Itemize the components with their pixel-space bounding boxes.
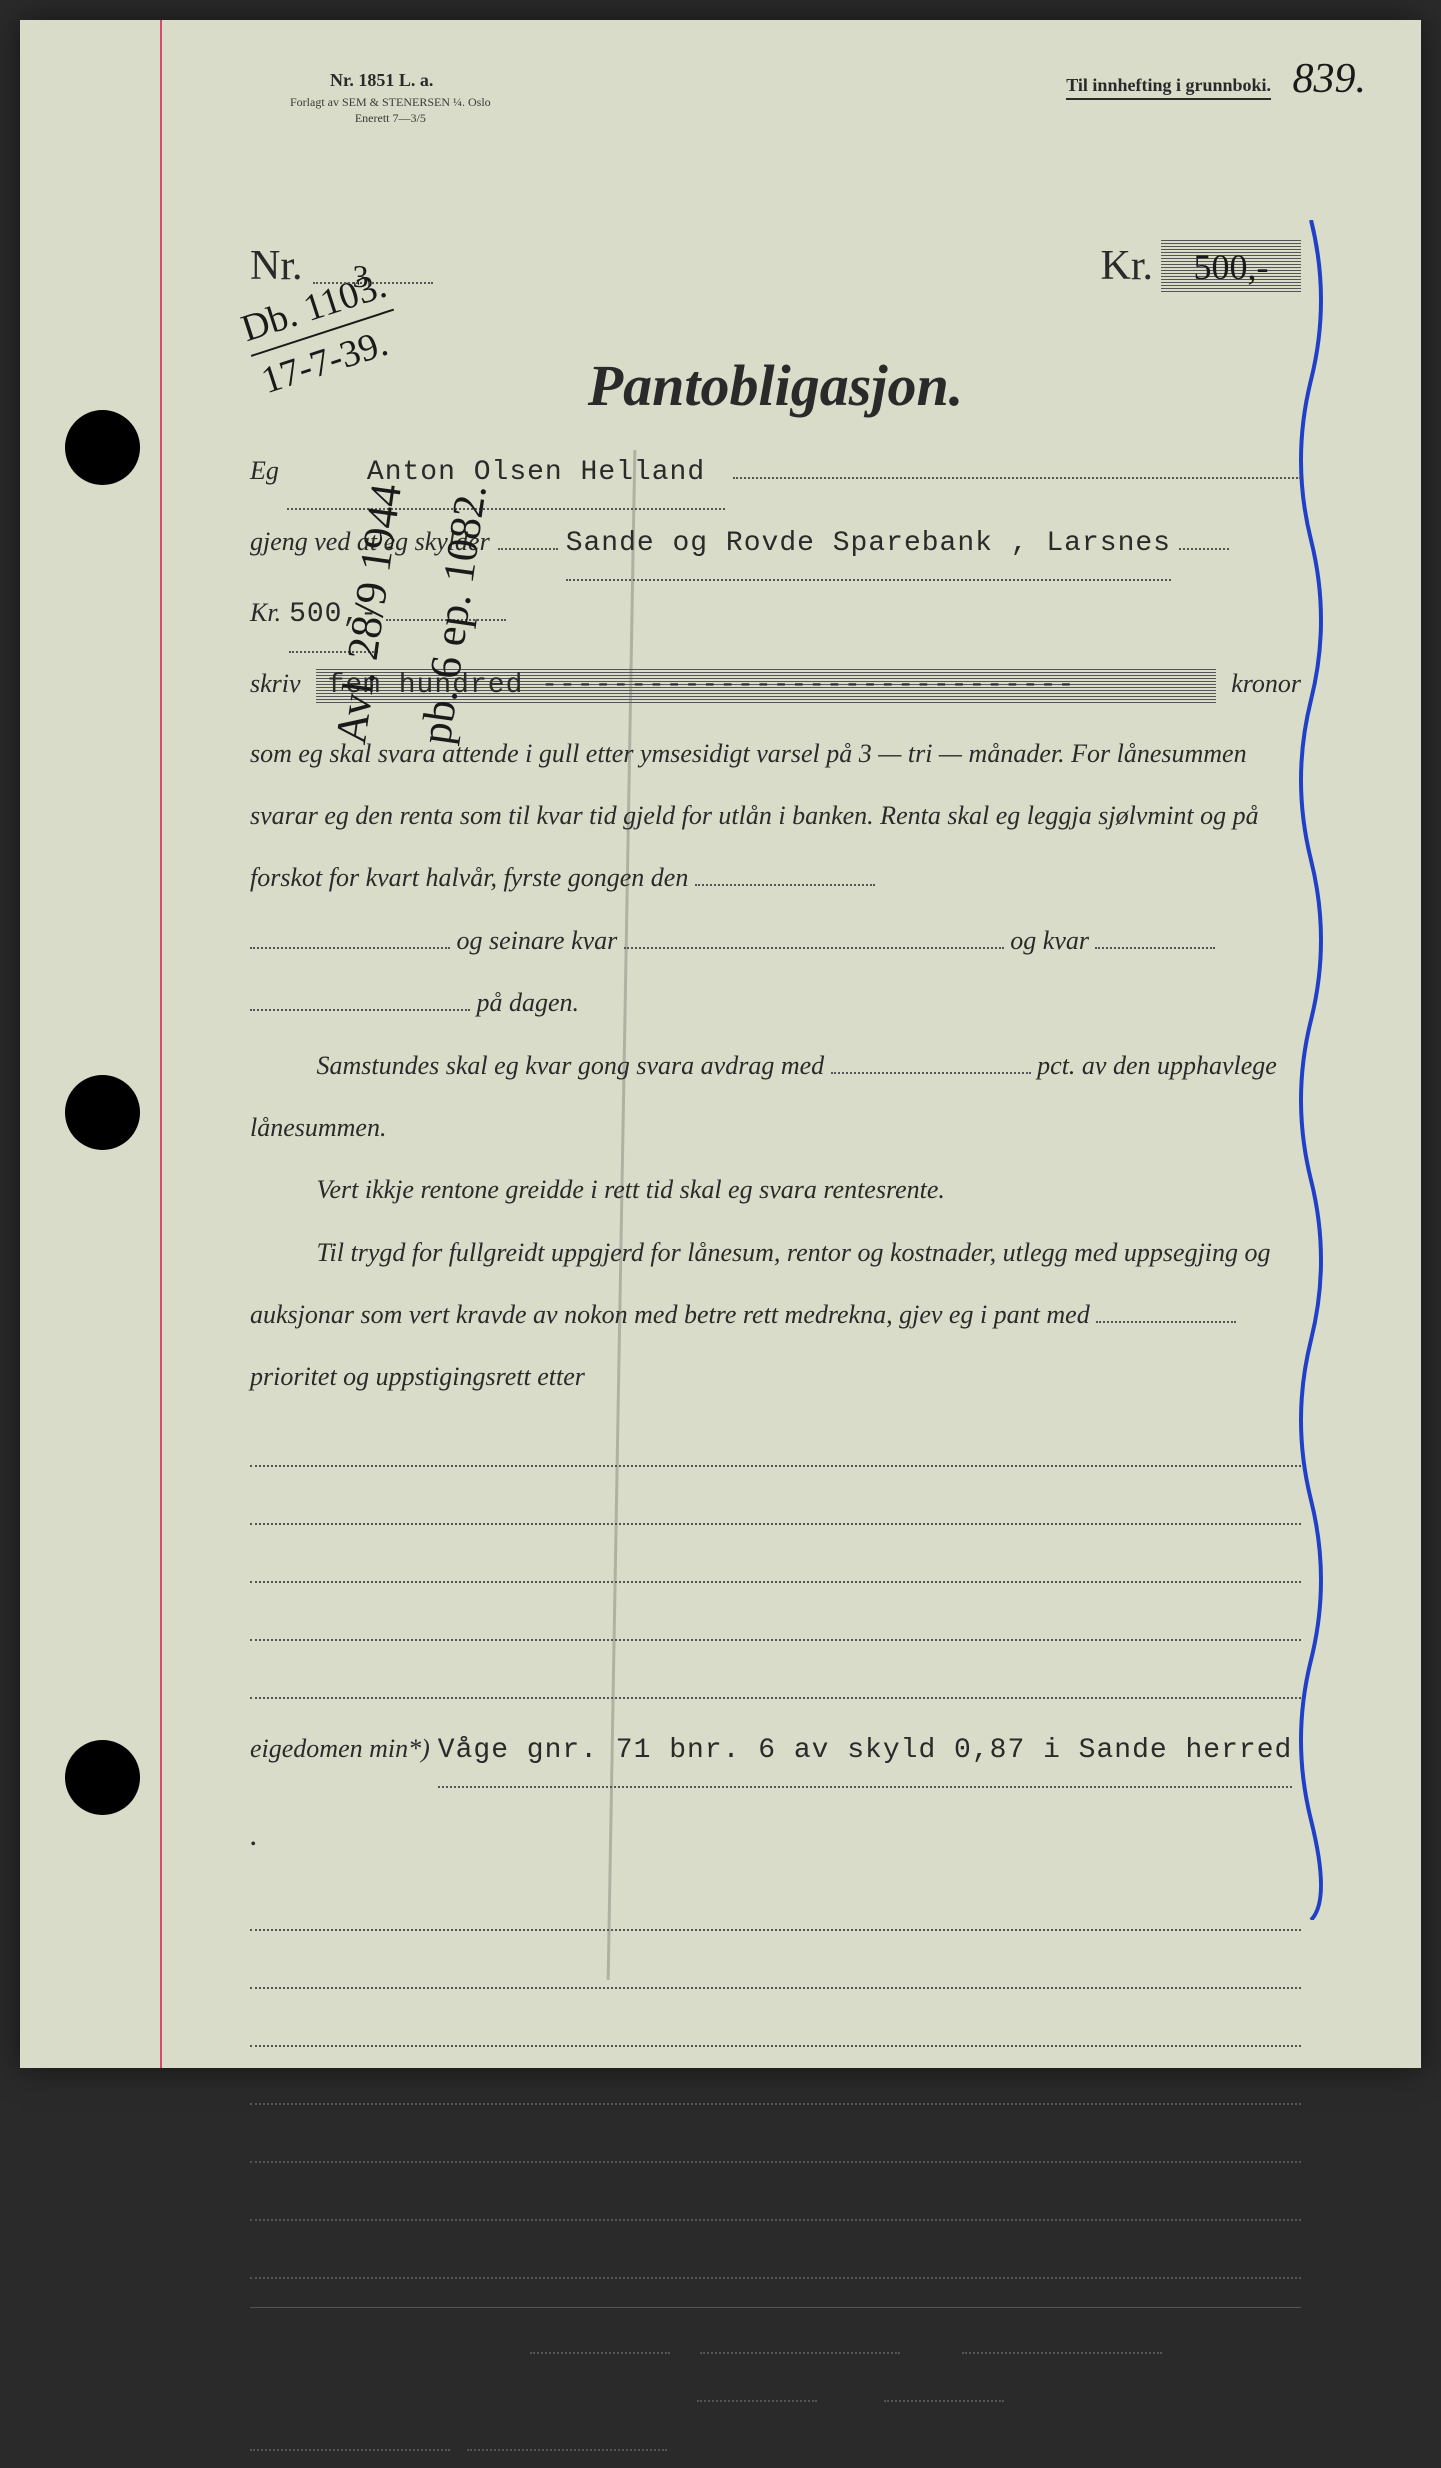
dotted-fill [624, 947, 1004, 949]
footnote-1c: gata i [905, 2334, 956, 2359]
blank-lines-block-1 [250, 1427, 1301, 1699]
para2a-text: Samstundes skal eg kvar gong svara avdra… [317, 1051, 825, 1080]
footnote-2b: , br.nr. [822, 2382, 878, 2407]
kr-label: Kr. [1101, 242, 1154, 290]
footnote-1b: til [676, 2334, 694, 2359]
body-para2: Samstundes skal eg kvar gong svara avdra… [250, 1035, 1301, 1160]
eg-label: Eg [250, 440, 279, 502]
document-title: Pantobligasjon. [250, 352, 1301, 419]
dotted-fill [831, 1072, 1031, 1074]
footnote-line2: » eigedom på landet: namnet på eigedomen… [250, 2371, 1301, 2419]
form-number: Nr. 1851 L. a. [330, 70, 433, 91]
footnote-1a: *) For byeigedom skriv: mtr.nr. [250, 2334, 525, 2359]
dotted-fill [1096, 1321, 1236, 1323]
skriv-label: skriv [250, 669, 301, 699]
nr-value-line: 3 [313, 242, 433, 284]
dotted-line [250, 2181, 1301, 2221]
footnote-line3: i herad. [250, 2420, 1301, 2468]
footnote-2c: av skyld mark [1009, 2382, 1131, 2407]
dotted-line [250, 1659, 1301, 1699]
skylder-value: Sande og Rovde Sparebank , Larsnes [566, 510, 1171, 581]
dotted-line [250, 1891, 1301, 1931]
punch-hole [65, 410, 140, 485]
og-seinare-text: og seinare kvar [457, 926, 618, 955]
kr-value: 500,- [1194, 247, 1269, 287]
header-right-label: Til innhefting i grunnboki. [1066, 75, 1271, 100]
dotted-line [250, 2123, 1301, 2163]
body-para1-text: som eg skal svara attende i gull etter y… [250, 739, 1259, 893]
kr-field: Kr. 500,- [1101, 240, 1302, 292]
blank-lines-block-2 [250, 1891, 1301, 2279]
body-seinare-line: og seinare kvar og kvar [250, 910, 1301, 972]
dotted-line [250, 1427, 1301, 1467]
publisher-info: Forlagt av SEM & STENERSEN ¼. Oslo Enere… [290, 95, 491, 126]
content-area: Nr. 3 Kr. 500,- Pantobligasjon. Eg Anton… [250, 240, 1301, 2468]
dotted-line [250, 2007, 1301, 2047]
para3-text: Vert ikkje rentone greidde i rett tid sk… [317, 1175, 945, 1204]
nr-label: Nr. [250, 242, 303, 290]
dotted-line [250, 1601, 1301, 1641]
kronor-label: kronor [1231, 669, 1301, 699]
dotted-line [250, 1485, 1301, 1525]
margin-rule [160, 20, 162, 2068]
publisher-line2: Enerett 7—3/5 [355, 111, 426, 125]
dotted-fill [697, 2400, 817, 2402]
footnote: *) For byeigedom skriv: mtr.nr. til gata… [250, 2307, 1301, 2468]
dotted-line [250, 1949, 1301, 1989]
page-number-handwritten: 839. [1293, 55, 1367, 103]
body-para3: Vert ikkje rentone greidde i rett tid sk… [250, 1159, 1301, 1221]
pa-dagen-text: på dagen. [477, 988, 580, 1017]
nr-kr-row: Nr. 3 Kr. 500,- [250, 240, 1301, 292]
dotted-fill [733, 477, 1301, 479]
footnote-2a: » eigedom på landet: namnet på eigedomen… [250, 2382, 691, 2407]
footnote-3a: i [456, 2431, 462, 2456]
body-para4: Til trygd for fullgreidt uppgjerd for lå… [250, 1222, 1301, 1409]
dotted-line [250, 1543, 1301, 1583]
para4b-text: prioritet og uppstigingsrett etter [250, 1362, 585, 1391]
eigedomen-label: eigedomen min*) [250, 1718, 430, 1780]
dotted-fill [695, 884, 875, 886]
skylder-line: gjeng ved at eg skylder Sande og Rovde S… [250, 510, 1301, 581]
eg-value: Anton Olsen Helland [287, 439, 725, 510]
dotted-fill [498, 548, 558, 550]
dotted-fill [250, 1009, 470, 1011]
publisher-line1: Forlagt av SEM & STENERSEN ¼. Oslo [290, 95, 491, 109]
nr-field: Nr. 3 [250, 242, 433, 290]
dotted-fill [250, 2449, 450, 2451]
document-page: Nr. 1851 L. a. Forlagt av SEM & STENERSE… [20, 20, 1421, 2068]
dotted-fill [700, 2352, 900, 2354]
punch-hole [65, 1075, 140, 1150]
og-kvar-text: og kvar [1010, 926, 1089, 955]
dotted-line [250, 2239, 1301, 2279]
dotted-fill [962, 2352, 1162, 2354]
skriv-row: skriv fem hundred ----------------------… [250, 668, 1301, 703]
dotted-fill [250, 947, 450, 949]
eigedomen-value: Våge gnr. 71 bnr. 6 av skyld 0,87 i Sand… [438, 1717, 1293, 1788]
footnote-line1: *) For byeigedom skriv: mtr.nr. til gata… [250, 2323, 1301, 2371]
kr-line: Kr. 500,- [250, 581, 1301, 652]
dotted-fill [530, 2352, 670, 2354]
para4a-text: Til trygd for fullgreidt uppgjerd for lå… [250, 1238, 1271, 1329]
kr-hatched-box: 500,- [1161, 240, 1301, 292]
dotted-fill [467, 2449, 667, 2451]
dotted-fill [884, 2400, 1004, 2402]
dotted-line [250, 2065, 1301, 2105]
kr-line-label: Kr. [250, 582, 281, 644]
dotted-fill [1095, 947, 1215, 949]
footnote-3b: herad. [673, 2431, 730, 2456]
body-pa-dagen-line: på dagen. [250, 972, 1301, 1034]
eigedomen-line: eigedomen min*) Våge gnr. 71 bnr. 6 av s… [250, 1717, 1301, 1873]
punch-hole [65, 1740, 140, 1815]
body-para1: som eg skal svara attende i gull etter y… [250, 723, 1301, 910]
nr-value: 3 [353, 258, 369, 294]
dotted-fill [1179, 548, 1229, 550]
